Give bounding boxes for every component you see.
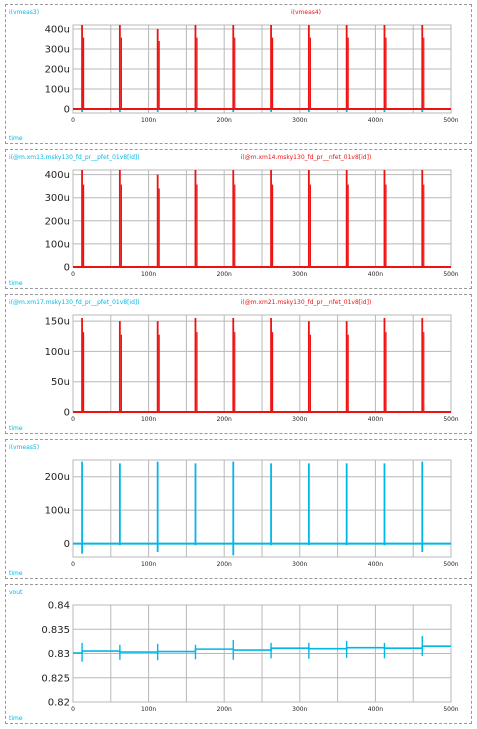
x-tick-label: 100n <box>141 561 156 568</box>
chart-3: i(@m.xm17.msky130_fd_pr__pfet_01v8[id]) i… <box>9 299 459 432</box>
y-tick-label: 150u <box>45 317 70 328</box>
y-tick-label: 0 <box>64 105 70 116</box>
y-tick-label: 100u <box>45 347 70 358</box>
x-tick-label: 500n <box>443 706 458 713</box>
y-tick-label: 200u <box>45 216 70 227</box>
x-axis-label: time <box>9 280 23 287</box>
x-tick-label: 300n <box>292 416 307 423</box>
x-tick-label: 300n <box>292 271 307 278</box>
x-tick-label: 0 <box>71 706 75 713</box>
chart-panel-3: i(@m.xm17.msky130_fd_pr__pfet_01v8[id]) i… <box>5 294 472 434</box>
x-axis-label: time <box>9 425 23 432</box>
chart-title-right: i(@m.xm21.msky130_fd_pr__nfet_01v8[id]) <box>241 299 372 306</box>
x-tick-label: 400n <box>368 416 383 423</box>
x-tick-label: 500n <box>443 271 458 278</box>
y-tick-label: 0.82 <box>48 698 70 709</box>
chart-panel-2: i(@m.xm13.msky130_fd_pr__pfet_01v8[id]) i… <box>5 149 472 289</box>
y-tick-label: 100u <box>45 239 70 250</box>
x-tick-label: 300n <box>292 561 307 568</box>
x-tick-label: 200n <box>217 117 232 124</box>
chart-title-left: i(vmeas3) <box>9 9 39 16</box>
chart-panel-4: i(vmeas5) time 200u 100u 0 0 100n 200n 300n 400n 5… <box>5 439 472 579</box>
chart-title-right: i(@m.xm14.msky130_fd_pr__nfet_01v8[id]) <box>241 154 372 161</box>
y-tick-label: 0 <box>64 263 70 274</box>
y-tick-label: 0.84 <box>48 601 70 612</box>
x-tick-label: 0 <box>71 561 75 568</box>
x-tick-label: 200n <box>217 271 232 278</box>
y-tick-label: 100u <box>45 506 70 517</box>
y-tick-label: 300u <box>45 193 70 204</box>
y-tick-label: 400u <box>45 170 70 181</box>
x-tick-label: 400n <box>368 271 383 278</box>
y-tick-label: 100u <box>45 85 70 96</box>
x-tick-label: 500n <box>443 561 458 568</box>
x-tick-label: 100n <box>141 117 156 124</box>
chart-1: i(vmeas3) i(vmeas4) time 400u 300u 200u 100u 00… <box>9 9 459 142</box>
x-tick-label: 400n <box>368 706 383 713</box>
chart-title-left: vout <box>9 589 23 596</box>
chart-panel-1: i(vmeas3) i(vmeas4) time 400u 300u 200u 100u 0 0… <box>5 4 472 144</box>
y-tick-label: 200u <box>45 65 70 76</box>
x-tick-label: 300n <box>292 706 307 713</box>
y-tick-label: 50u <box>51 377 70 388</box>
y-tick-label: 0.835 <box>41 625 70 636</box>
x-tick-label: 100n <box>141 706 156 713</box>
y-tick-label: 0 <box>64 539 70 550</box>
chart-panel-5: vout time 0.84 0.835 0.83 0.825 0.82 0 100n 200n 3… <box>5 584 472 724</box>
y-tick-label: 200u <box>45 472 70 483</box>
x-tick-label: 0 <box>71 416 75 423</box>
x-tick-label: 0 <box>71 271 75 278</box>
chart-4: i(vmeas5) time 200u 100u 0 0 100n 200n 300n 400n 5… <box>9 444 459 577</box>
x-tick-label: 500n <box>443 117 458 124</box>
y-tick-label: 0.825 <box>41 673 70 684</box>
x-tick-label: 200n <box>217 706 232 713</box>
x-tick-label: 200n <box>217 561 232 568</box>
chart-title-left: i(vmeas5) <box>9 444 39 451</box>
chart-title-left: i(@m.xm17.msky130_fd_pr__pfet_01v8[id]) <box>9 299 140 306</box>
x-tick-label: 300n <box>292 117 307 124</box>
x-axis-label: time <box>9 135 23 142</box>
chart-5: vout time 0.84 0.835 0.83 0.825 0.820 100n 200n 3… <box>9 589 459 722</box>
chart-2: i(@m.xm13.msky130_fd_pr__pfet_01v8[id]) i… <box>9 154 459 287</box>
y-tick-label: 0 <box>64 408 70 419</box>
x-tick-label: 100n <box>141 271 156 278</box>
chart-title-left: i(@m.xm13.msky130_fd_pr__pfet_01v8[id]) <box>9 154 140 161</box>
x-axis-label: time <box>9 570 23 577</box>
y-tick-label: 400u <box>45 25 70 36</box>
y-tick-label: 0.83 <box>48 649 70 660</box>
x-axis-label: time <box>9 715 23 722</box>
x-tick-label: 400n <box>368 561 383 568</box>
x-tick-label: 200n <box>217 416 232 423</box>
x-tick-label: 500n <box>443 416 458 423</box>
x-tick-label: 0 <box>71 117 75 124</box>
chart-title-right: i(vmeas4) <box>291 9 321 16</box>
y-tick-label: 300u <box>45 45 70 56</box>
x-tick-label: 400n <box>368 117 383 124</box>
x-tick-label: 100n <box>141 416 156 423</box>
